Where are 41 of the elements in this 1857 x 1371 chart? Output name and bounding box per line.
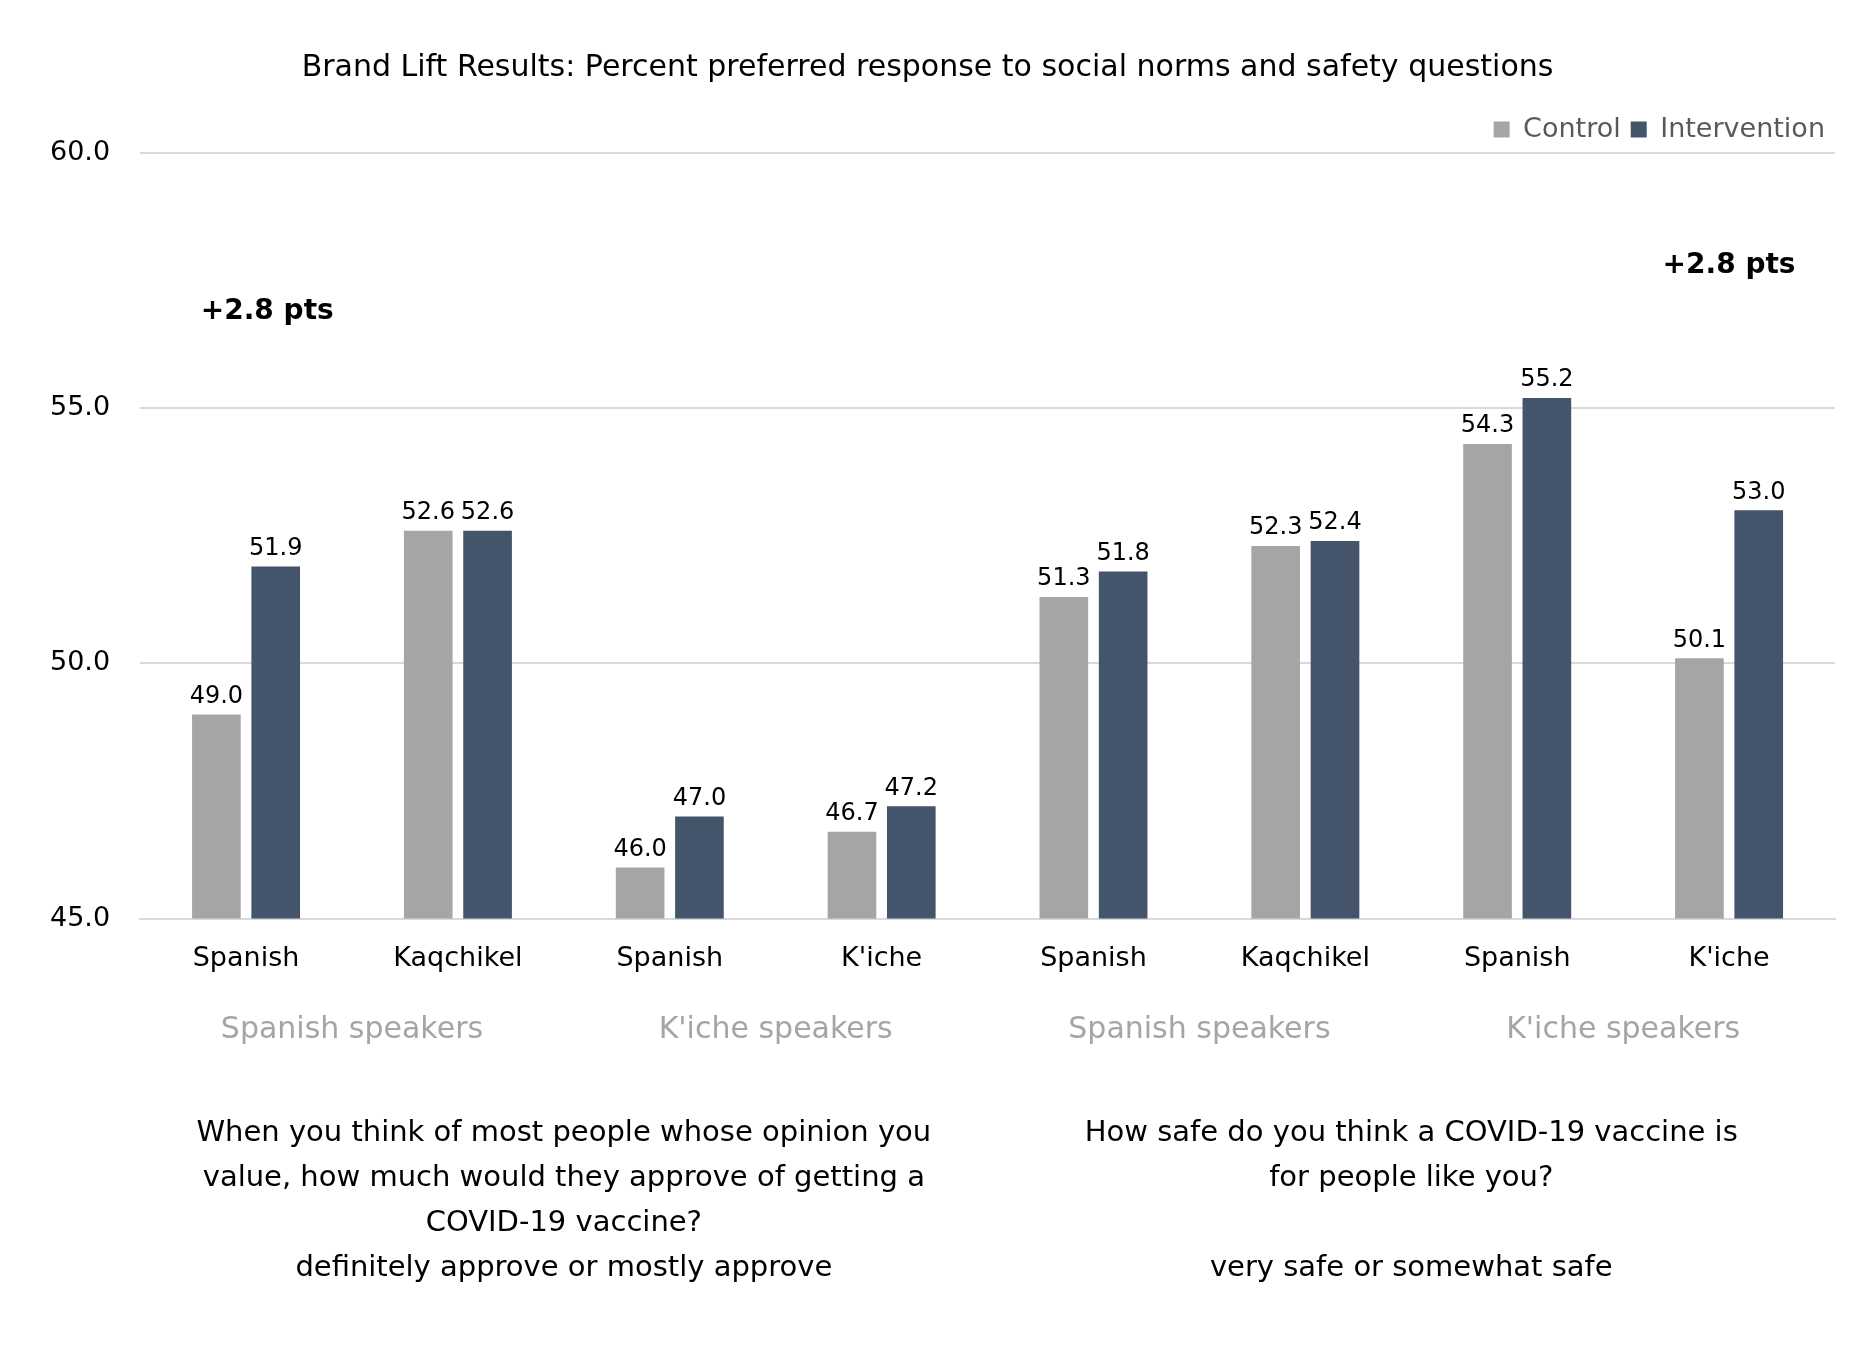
data-label: 46.7: [825, 798, 879, 827]
data-label: 47.0: [672, 782, 727, 811]
x-tick-label: Spanish: [1040, 940, 1147, 972]
x-tick-label: Spanish: [192, 940, 300, 972]
y-tick-label: 45.0: [49, 900, 111, 932]
legend-label: Intervention: [1660, 111, 1825, 143]
chart-title: Brand Lift Results: Percent preferred response to social norms and safety questions: [301, 47, 1554, 83]
data-label: 50.1: [1672, 624, 1727, 653]
x-tick-label: Spanish: [1463, 940, 1571, 972]
data-label: 52.3: [1248, 512, 1303, 541]
data-label: 46.0: [613, 833, 667, 862]
data-label: 52.4: [1308, 507, 1362, 536]
data-label: 55.2: [1520, 364, 1574, 393]
x-tick-label: Spanish: [616, 940, 724, 972]
data-label: 51.8: [1096, 537, 1150, 566]
data-label: 54.3: [1460, 410, 1515, 439]
x-tick-label: Kaqchikel: [1240, 940, 1370, 972]
text: How safe do you think a COVID-19 vaccine is for people like you?: [1083, 1112, 1739, 1195]
text: very safe or somewhat safe: [1208, 1247, 1614, 1285]
data-label: 47.2: [884, 772, 939, 801]
text: When you think of most people whose opinion you value, how much would they approve of getting a COVID-19 vaccine?: [195, 1112, 933, 1240]
data-label: 51.3: [1037, 563, 1091, 592]
y-tick-label: 55.0: [49, 390, 111, 422]
data-label: 53.0: [1732, 476, 1786, 505]
data-label: 52.6: [460, 496, 515, 525]
text: definitely approve or mostly approve: [294, 1247, 834, 1285]
y-tick-label: 50.0: [49, 645, 111, 677]
x-tick-label: K'iche: [841, 940, 923, 972]
legend-label: Control: [1523, 111, 1621, 143]
annotation: +2.8 pts: [200, 292, 334, 326]
data-label: 52.6: [401, 496, 455, 525]
text: Spanish speakers: [1068, 1010, 1331, 1046]
data-label: 49.0: [189, 680, 244, 709]
text: Spanish speakers: [220, 1010, 484, 1046]
text: K'iche speakers: [1506, 1010, 1741, 1046]
x-tick-label: K'iche: [1688, 940, 1770, 972]
text: K'iche speakers: [658, 1010, 893, 1046]
y-tick-label: 60.0: [49, 135, 111, 167]
data-label: 51.9: [248, 532, 303, 561]
x-tick-label: Kaqchikel: [393, 940, 523, 972]
annotation: +2.8 pts: [1662, 246, 1796, 280]
